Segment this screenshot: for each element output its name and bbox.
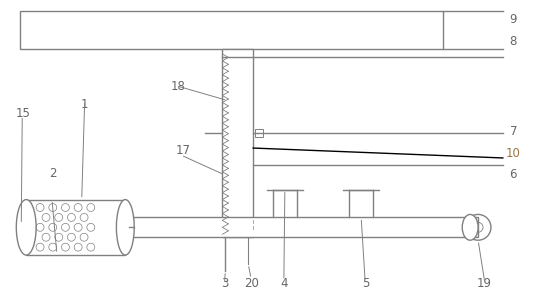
- Text: 9: 9: [510, 13, 517, 26]
- Bar: [222, 49, 253, 237]
- Ellipse shape: [16, 200, 36, 255]
- Text: 2: 2: [49, 167, 57, 180]
- Text: 19: 19: [476, 277, 491, 290]
- Text: 7: 7: [510, 125, 517, 138]
- Text: 10: 10: [506, 147, 521, 160]
- Text: 18: 18: [171, 80, 185, 93]
- Text: 17: 17: [176, 144, 191, 157]
- Text: 3: 3: [221, 277, 229, 290]
- Text: 8: 8: [510, 35, 517, 48]
- Ellipse shape: [462, 215, 478, 240]
- Text: 6: 6: [510, 168, 517, 181]
- Text: 5: 5: [361, 277, 369, 290]
- Ellipse shape: [117, 200, 134, 255]
- Bar: [129, 217, 478, 237]
- Text: 20: 20: [244, 277, 259, 290]
- Text: 4: 4: [281, 277, 288, 290]
- Text: 15: 15: [15, 107, 30, 120]
- Bar: [255, 129, 263, 137]
- Text: 1: 1: [81, 98, 89, 111]
- Bar: [26, 200, 125, 255]
- Bar: [20, 11, 444, 49]
